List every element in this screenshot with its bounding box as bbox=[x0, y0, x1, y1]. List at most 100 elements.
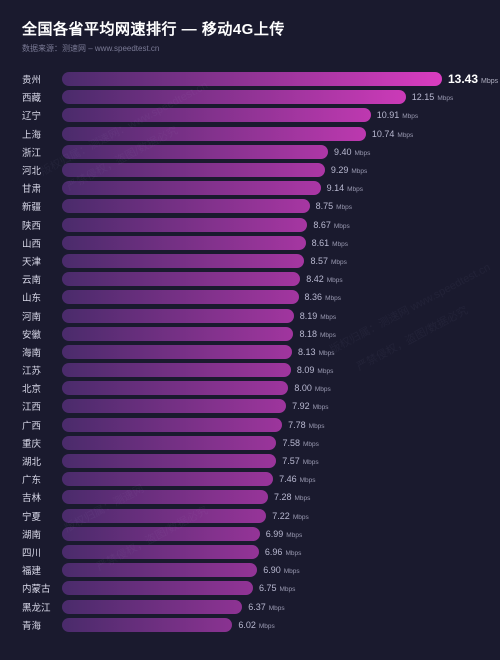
table-row: 青海6.02Mbps bbox=[22, 616, 478, 634]
bar bbox=[62, 181, 321, 195]
row-label: 广西 bbox=[22, 418, 62, 432]
row-label: 贵州 bbox=[22, 72, 62, 86]
bar bbox=[62, 290, 299, 304]
row-value: 13.43Mbps bbox=[448, 72, 498, 86]
row-label: 山西 bbox=[22, 236, 62, 250]
bar-chart: 贵州13.43Mbps西藏12.15Mbps辽宁10.91Mbps上海10.74… bbox=[22, 70, 478, 634]
row-value: 8.75Mbps bbox=[316, 201, 352, 211]
bar-wrap: 6.99Mbps bbox=[62, 527, 478, 541]
row-value: 7.46Mbps bbox=[279, 474, 315, 484]
bar bbox=[62, 272, 300, 286]
bar-wrap: 6.90Mbps bbox=[62, 563, 478, 577]
table-row: 甘肃 9.14Mbps bbox=[22, 179, 478, 197]
bar-wrap: 6.75Mbps bbox=[62, 581, 478, 595]
row-value: 6.37Mbps bbox=[248, 602, 284, 612]
bar-wrap: 6.37Mbps bbox=[62, 600, 478, 614]
row-label: 湖北 bbox=[22, 454, 62, 468]
row-label: 黑龙江 bbox=[22, 600, 62, 614]
table-row: 新疆 8.75Mbps bbox=[22, 197, 478, 215]
table-row: 安徽 8.18Mbps bbox=[22, 325, 478, 343]
row-value: 10.74Mbps bbox=[372, 129, 413, 139]
table-row: 四川6.96Mbps bbox=[22, 543, 478, 561]
bar-wrap: 8.57Mbps bbox=[62, 254, 478, 268]
bar bbox=[62, 254, 304, 268]
table-row: 江苏8.09Mbps bbox=[22, 361, 478, 379]
bar-wrap: 10.74Mbps bbox=[62, 127, 478, 141]
row-value: 8.19Mbps bbox=[300, 311, 336, 321]
bar bbox=[62, 581, 253, 595]
table-row: 广西 7.78Mbps bbox=[22, 416, 478, 434]
bar-wrap: 8.19Mbps bbox=[62, 309, 478, 323]
row-label: 新疆 bbox=[22, 199, 62, 213]
row-value: 8.13Mbps bbox=[298, 347, 334, 357]
row-label: 山东 bbox=[22, 290, 62, 304]
bar-wrap: 12.15Mbps bbox=[62, 90, 478, 104]
table-row: 海南 8.13Mbps bbox=[22, 343, 478, 361]
bar bbox=[62, 163, 325, 177]
row-value: 7.78Mbps bbox=[288, 420, 324, 430]
bar-wrap: 8.67Mbps bbox=[62, 218, 478, 232]
bar-wrap: 9.14Mbps bbox=[62, 181, 478, 195]
table-row: 黑龙江 6.37Mbps bbox=[22, 597, 478, 615]
row-label: 天津 bbox=[22, 254, 62, 268]
row-label: 广东 bbox=[22, 472, 62, 486]
row-value: 9.14Mbps bbox=[327, 183, 363, 193]
row-label: 河南 bbox=[22, 309, 62, 323]
table-row: 吉林7.28Mbps bbox=[22, 488, 478, 506]
row-label: 安徽 bbox=[22, 327, 62, 341]
row-label: 江苏 bbox=[22, 363, 62, 377]
row-label: 海南 bbox=[22, 345, 62, 359]
row-label: 湖南 bbox=[22, 527, 62, 541]
bar bbox=[62, 90, 406, 104]
bar-wrap: 6.02Mbps bbox=[62, 618, 478, 632]
row-value: 9.29Mbps bbox=[331, 165, 367, 175]
bar-wrap: 7.46Mbps bbox=[62, 472, 478, 486]
row-value: 7.57Mbps bbox=[282, 456, 318, 466]
bar bbox=[62, 527, 260, 541]
row-value: 6.90Mbps bbox=[263, 565, 299, 575]
row-value: 6.99Mbps bbox=[266, 529, 302, 539]
row-value: 6.96Mbps bbox=[265, 547, 301, 557]
bar bbox=[62, 199, 310, 213]
bar bbox=[62, 563, 257, 577]
table-row: 云南8.42Mbps bbox=[22, 270, 478, 288]
table-row: 内蒙古6.75Mbps bbox=[22, 579, 478, 597]
row-label: 上海 bbox=[22, 127, 62, 141]
row-value: 7.22Mbps bbox=[272, 511, 308, 521]
row-label: 云南 bbox=[22, 272, 62, 286]
table-row: 陕西8.67Mbps bbox=[22, 216, 478, 234]
table-row: 山东8.36Mbps bbox=[22, 288, 478, 306]
page-subtitle: 数据来源：测速网 – www.speedtest.cn bbox=[22, 43, 478, 54]
table-row: 天津8.57Mbps bbox=[22, 252, 478, 270]
bar bbox=[62, 363, 291, 377]
bar bbox=[62, 545, 259, 559]
bar-wrap: 7.58Mbps bbox=[62, 436, 478, 450]
table-row: 湖北 7.57Mbps bbox=[22, 452, 478, 470]
table-row: 广东 7.46Mbps bbox=[22, 470, 478, 488]
table-row: 湖南 6.99Mbps bbox=[22, 525, 478, 543]
table-row: 宁夏 7.22Mbps bbox=[22, 507, 478, 525]
bar-wrap: 7.57Mbps bbox=[62, 454, 478, 468]
row-label: 江西 bbox=[22, 399, 62, 413]
row-value: 8.67Mbps bbox=[313, 220, 349, 230]
table-row: 辽宁10.91Mbps bbox=[22, 106, 478, 124]
row-label: 河北 bbox=[22, 163, 62, 177]
row-label: 宁夏 bbox=[22, 509, 62, 523]
row-value: 7.28Mbps bbox=[274, 492, 310, 502]
bar bbox=[62, 345, 292, 359]
row-value: 10.91Mbps bbox=[377, 110, 418, 120]
row-value: 7.92Mbps bbox=[292, 401, 328, 411]
bar-wrap: 7.78Mbps bbox=[62, 418, 478, 432]
bar-wrap: 13.43Mbps bbox=[62, 72, 478, 86]
table-row: 河南 8.19Mbps bbox=[22, 306, 478, 324]
row-label: 甘肃 bbox=[22, 181, 62, 195]
bar bbox=[62, 418, 282, 432]
table-row: 江西 7.92Mbps bbox=[22, 397, 478, 415]
bar bbox=[62, 436, 276, 450]
bar-wrap: 10.91Mbps bbox=[62, 108, 478, 122]
row-label: 福建 bbox=[22, 563, 62, 577]
bar-wrap: 6.96Mbps bbox=[62, 545, 478, 559]
bar bbox=[62, 72, 442, 86]
bar bbox=[62, 399, 286, 413]
row-value: 8.18Mbps bbox=[299, 329, 335, 339]
